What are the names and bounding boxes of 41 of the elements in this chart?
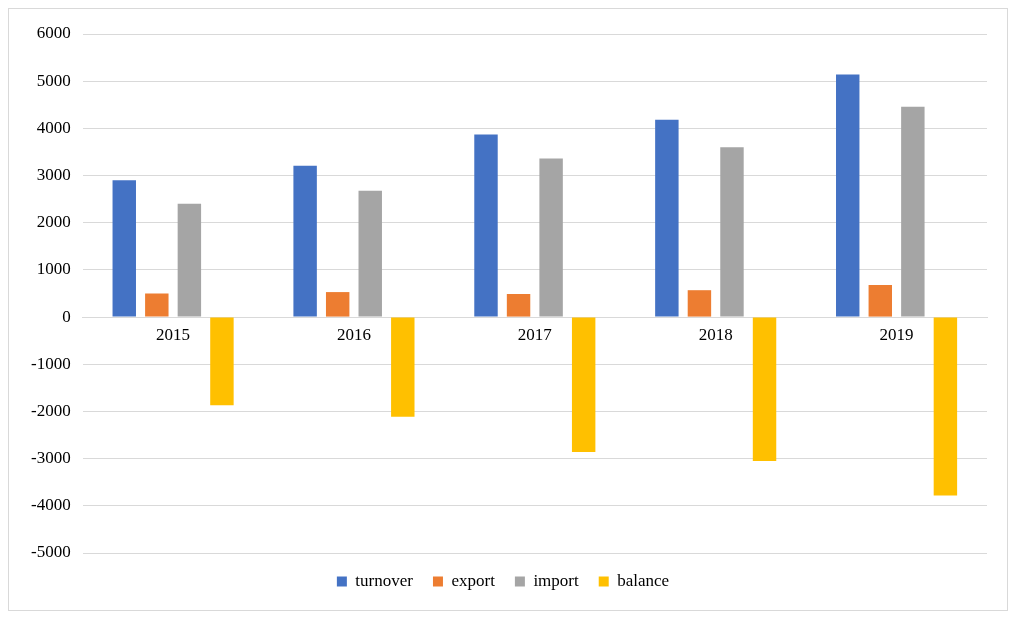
bar [901,106,925,317]
bar [145,293,169,317]
y-tick-label: 6000 [36,23,71,43]
y-tick-label: 3000 [36,165,71,185]
bar [506,293,531,317]
legend-label: export [451,570,496,590]
bar [933,317,958,496]
bar [112,180,136,317]
bar [539,158,563,317]
bar [655,119,679,317]
bar [868,285,893,317]
x-tick-label: 2017 [517,324,553,344]
legend-label: turnover [355,570,414,590]
bar [177,203,202,317]
x-tick-label: 2015 [156,324,191,344]
y-tick-label: 2000 [36,212,71,232]
bar [836,74,860,317]
y-tick-label: -3000 [30,448,71,468]
y-tick-label: -4000 [30,495,71,515]
bar [391,317,415,417]
bar [687,290,712,317]
x-tick-label: 2018 [698,324,733,344]
legend-label: balance [617,570,670,590]
bar [752,317,777,461]
y-tick-label: -1000 [30,353,71,373]
y-tick-label: 0 [62,306,71,326]
bar [293,165,317,317]
x-tick-label: 2016 [336,324,371,344]
bar [720,147,744,317]
bar [358,190,382,317]
bar [210,317,234,406]
bar [325,292,350,317]
bar [474,134,498,317]
y-tick-label: -5000 [30,542,71,562]
y-tick-label: 1000 [36,259,71,279]
y-tick-label: 4000 [36,117,71,137]
x-tick-label: 2019 [879,324,914,344]
bar [571,317,596,453]
y-tick-label: 5000 [36,70,71,90]
y-tick-label: -2000 [30,400,71,420]
legend-label: import [533,570,579,590]
